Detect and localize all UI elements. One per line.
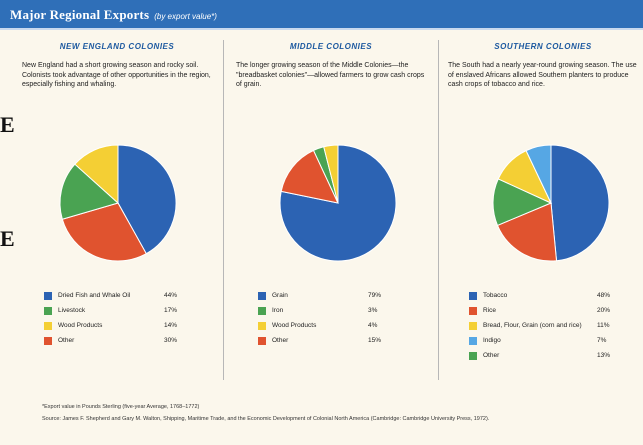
legend-label: Other: [272, 337, 289, 344]
legend-swatch: [258, 292, 266, 300]
legend-item: Wood Products 4%: [258, 320, 418, 331]
pie-slice-wood-products: [74, 144, 119, 205]
legend-swatch: [44, 337, 52, 345]
pie-slice-tobacco: [550, 144, 610, 262]
legend-value: 7%: [597, 337, 607, 344]
legend-value: 4%: [368, 322, 378, 329]
legend-value: 48%: [597, 292, 611, 299]
legend-item: Livestock 17%: [44, 305, 204, 316]
legend-swatch: [44, 307, 52, 315]
legend-label: Wood Products: [58, 322, 103, 329]
legend-swatch: [258, 307, 266, 315]
legend-label: Dried Fish and Whale Oil: [58, 292, 131, 299]
panel-title: NEW ENGLAND COLONIES: [59, 42, 175, 51]
legend-label: Other: [483, 352, 500, 359]
legend-swatch: [469, 337, 477, 345]
legend-swatch: [44, 292, 52, 300]
legend-value: 20%: [597, 307, 611, 314]
chart-title: Major Regional Exports: [10, 7, 150, 22]
legend-label: Grain: [272, 292, 288, 299]
legend-item: Rice 20%: [469, 305, 627, 316]
legend-label: Iron: [272, 307, 284, 314]
panel-description: The longer growing season of the Middle …: [236, 62, 425, 88]
legend-label: Indigo: [483, 337, 501, 344]
legend-swatch: [44, 322, 52, 330]
panel-new-england: NEW ENGLAND COLONIES New England had a s…: [22, 34, 212, 379]
pie-chart-middle: [279, 144, 397, 262]
legend-swatch: [469, 307, 477, 315]
panel-title: SOUTHERN COLONIES: [494, 42, 592, 51]
legend-swatch: [469, 322, 477, 330]
legend-value: 3%: [368, 307, 378, 314]
pie-slice-grain: [279, 144, 397, 262]
legend-item: Indigo 7%: [469, 335, 627, 346]
legend-item: Dried Fish and Whale Oil 44%: [44, 290, 204, 301]
edge-letter: E: [0, 226, 15, 251]
pie-slice-livestock: [59, 163, 120, 220]
legend-value: 13%: [597, 352, 611, 359]
pie-slice-dried-fish-and-whale-oil: [117, 144, 177, 255]
legend-item: Grain 79%: [258, 290, 418, 301]
footer-note: *Export value in Pounds Sterling (five-y…: [42, 404, 200, 410]
legend-swatch: [258, 322, 266, 330]
legend-item: Wood Products 14%: [44, 320, 204, 331]
legend-swatch: [469, 292, 477, 300]
legend-item: Bread, Flour, Grain (corn and rice) 11%: [469, 320, 627, 331]
panel-middle: MIDDLE COLONIES The longer growing seaso…: [236, 34, 426, 379]
panel-description: The South had a nearly year-round growin…: [448, 62, 637, 88]
pie-chart-new-england: [59, 144, 177, 262]
legend-label: Other: [58, 337, 75, 344]
legend-swatch: [469, 352, 477, 360]
panel-description: New England had a short growing season a…: [22, 62, 211, 88]
legend-label: Wood Products: [272, 322, 317, 329]
pie-chart-southern: [492, 144, 610, 262]
legend-label: Tobacco: [483, 292, 508, 299]
pie-slice-other: [280, 149, 339, 204]
pie-slice-other: [61, 202, 147, 262]
legend-label: Rice: [483, 307, 497, 314]
legend-item: Iron 3%: [258, 305, 418, 316]
chart-header: Major Regional Exports (by export value*): [0, 0, 643, 30]
legend-label: Bread, Flour, Grain (corn and rice): [483, 322, 582, 329]
legend-value: 44%: [164, 292, 178, 299]
pie-slice-indigo: [525, 144, 552, 204]
edge-letter: E: [0, 112, 15, 137]
legend-value: 11%: [597, 322, 610, 329]
legend-value: 14%: [164, 322, 178, 329]
legend-southern: Tobacco 48% Rice 20% Bread, Flour, Grain (co…: [469, 290, 627, 365]
legend-new-england: Dried Fish and Whale Oil 44% Livestock 17% W…: [44, 290, 204, 350]
footer-source: Source: James F. Shepherd and Gary M. Wa…: [42, 416, 490, 422]
legend-value: 15%: [368, 337, 382, 344]
legend-value: 79%: [368, 292, 382, 299]
legend-swatch: [258, 337, 266, 345]
legend-middle: Grain 79% Iron 3% Wood Products 4% Other 15%: [258, 290, 418, 350]
panel-southern: SOUTHERN COLONIES The South had a nearly…: [448, 34, 638, 379]
legend-value: 30%: [164, 337, 178, 344]
legend-label: Livestock: [58, 307, 86, 314]
legend-item: Other 15%: [258, 335, 418, 346]
pie-slice-wood-products: [323, 144, 339, 204]
column-divider: [223, 40, 224, 380]
legend-item: Other 13%: [469, 350, 627, 361]
pie-slice-rice: [496, 202, 558, 262]
legend-item: Other 30%: [44, 335, 204, 346]
column-divider: [438, 40, 439, 380]
panel-title: MIDDLE COLONIES: [289, 42, 373, 51]
chart-subtitle: (by export value*): [154, 12, 217, 21]
legend-value: 17%: [164, 307, 178, 314]
legend-item: Tobacco 48%: [469, 290, 627, 301]
